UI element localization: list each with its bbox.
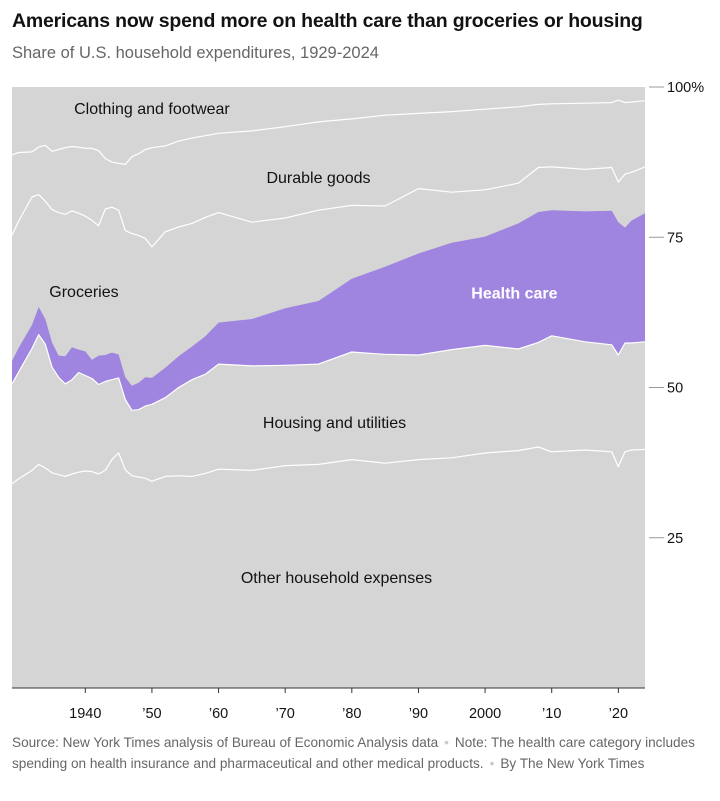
x-tick-label: ’50	[142, 706, 161, 722]
x-tick-label: ’20	[609, 706, 628, 722]
y-tick-label: 25	[667, 531, 683, 547]
separator-dot: •	[444, 735, 449, 750]
series-label: Housing and utilities	[263, 415, 406, 432]
series-label: Health care	[471, 286, 557, 303]
y-tick-label: 100%	[667, 80, 704, 96]
groceries-boundary	[11, 166, 646, 248]
x-tick-label: ’10	[542, 706, 561, 722]
x-tick-label: 2000	[469, 706, 501, 722]
area-background	[12, 87, 645, 688]
other-household-expenses-boundary	[11, 446, 646, 485]
separator-dot: •	[489, 756, 495, 771]
x-tick-label: ’80	[342, 706, 361, 722]
y-tick-label: 75	[667, 230, 683, 246]
source-note: Source: New York Times analysis of Burea…	[12, 735, 439, 750]
chart-footer: Source: New York Times analysis of Burea…	[12, 732, 712, 774]
series-label: Clothing and footwear	[74, 101, 230, 118]
methodology-note: Note: The health care category includes …	[12, 735, 695, 771]
x-tick-label: ’90	[409, 706, 428, 722]
x-tick-label: ’60	[209, 706, 228, 722]
y-tick-label: 50	[667, 381, 683, 397]
credit-line: By The New York Times	[500, 756, 645, 771]
health-care-area	[12, 210, 645, 411]
series-label: Groceries	[49, 284, 118, 301]
chart-subtitle: Share of U.S. household expenditures, 19…	[12, 44, 379, 62]
series-label: Other household expenses	[241, 570, 432, 587]
housing-and-utilities-boundary	[11, 334, 646, 411]
series-label: Durable goods	[266, 170, 370, 187]
x-tick-label: ’70	[276, 706, 295, 722]
durable-goods-boundary	[11, 99, 646, 166]
chart-title: Americans now spend more on health care …	[12, 10, 643, 32]
x-tick-label: 1940	[69, 706, 101, 722]
